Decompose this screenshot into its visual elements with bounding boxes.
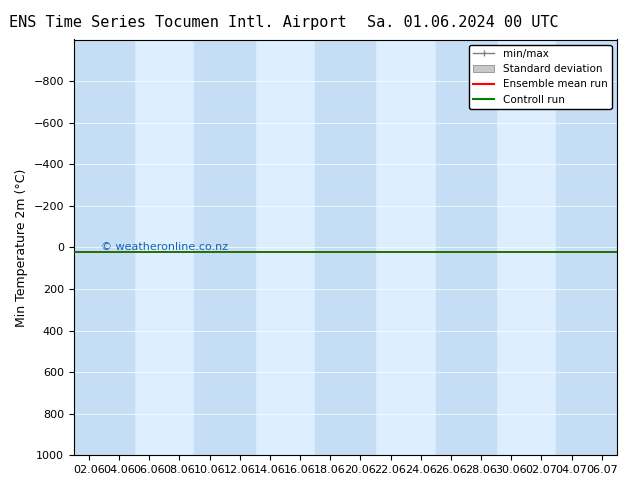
Bar	[436, 40, 496, 455]
Text: Sa. 01.06.2024 00 UTC: Sa. 01.06.2024 00 UTC	[367, 15, 559, 30]
Legend: min/max, Standard deviation, Ensemble mean run, Controll run: min/max, Standard deviation, Ensemble me…	[469, 45, 612, 109]
Bar	[195, 40, 255, 455]
Bar	[74, 40, 134, 455]
Y-axis label: Min Temperature 2m (°C): Min Temperature 2m (°C)	[15, 168, 28, 326]
Text: ENS Time Series Tocumen Intl. Airport: ENS Time Series Tocumen Intl. Airport	[9, 15, 346, 30]
Bar	[315, 40, 375, 455]
Bar	[557, 40, 617, 455]
Text: © weatheronline.co.nz: © weatheronline.co.nz	[101, 243, 228, 252]
